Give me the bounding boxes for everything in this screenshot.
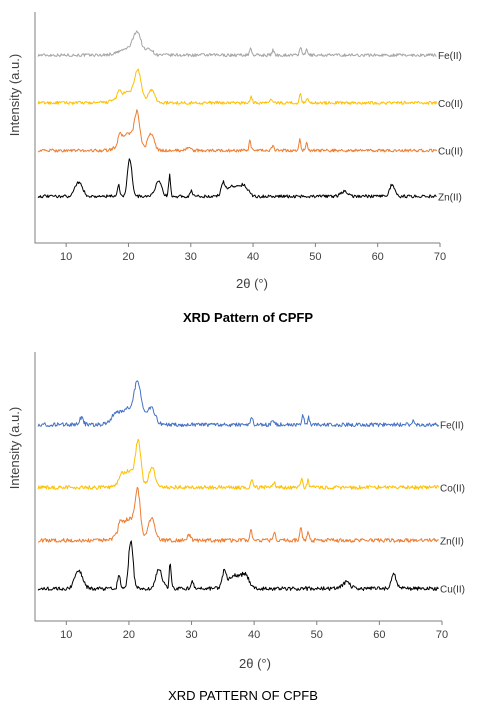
series-label-cuii: Cu(II) — [438, 147, 463, 158]
x-tick-label-40: 40 — [248, 629, 260, 641]
x-tick-label-20: 20 — [123, 629, 135, 641]
chart-cpfb: Intensity (a.u.) 10 20 30 40 50 60 70 Fe(II) Co… — [7, 352, 465, 703]
series-label-feii: Fe(II) — [440, 421, 464, 432]
x-tick-label-60: 60 — [373, 629, 385, 641]
x-tick-label-30: 30 — [185, 629, 197, 641]
x-tick-label-70: 70 — [434, 251, 446, 263]
x-axis-label-cpfb: 2θ (°) — [239, 656, 271, 671]
x-tick-label-10: 10 — [60, 251, 72, 263]
y-axis-label-cpfp: Intensity (a.u.) — [7, 54, 22, 136]
series-line-feii — [37, 30, 437, 58]
series-label-cuii: Cu(II) — [440, 585, 465, 596]
x-tick-label-30: 30 — [185, 251, 197, 263]
y-axis-label-cpfb: Intensity (a.u.) — [7, 407, 22, 489]
x-ticks-cpfb: 10 20 30 40 50 60 70 — [60, 621, 448, 641]
series-label-znii: Zn(II) — [438, 192, 462, 203]
x-tick-label-10: 10 — [60, 629, 72, 641]
axes-frame-cpfb — [34, 352, 442, 622]
series-group-cpfb: Fe(II) Co(II) Zn(II) Cu(II) — [37, 380, 465, 596]
series-label-znii: Zn(II) — [440, 536, 464, 547]
series-group-cpfp: Fe(II) Co(II) Cu(II) Zn(II) — [37, 30, 463, 203]
x-tick-label-40: 40 — [247, 251, 259, 263]
series-line-cuii — [37, 540, 439, 591]
axes-frame-cpfp — [34, 12, 440, 244]
chart-title-cpfp: XRD Pattern of CPFP — [183, 310, 313, 325]
series-line-znii — [37, 158, 437, 199]
x-tick-label-20: 20 — [122, 251, 134, 263]
series-label-feii: Fe(II) — [438, 51, 462, 62]
x-tick-label-50: 50 — [311, 629, 323, 641]
series-line-coii — [37, 438, 440, 490]
chart-cpfp: Intensity (a.u.) 10 20 30 40 50 60 70 Fe(II) Co… — [7, 12, 463, 325]
series-label-coii: Co(II) — [438, 99, 463, 110]
series-line-znii — [37, 486, 439, 543]
x-tick-label-50: 50 — [309, 251, 321, 263]
x-tick-label-60: 60 — [372, 251, 384, 263]
series-line-coii — [37, 68, 438, 105]
x-ticks-cpfp: 10 20 30 40 50 60 70 — [60, 243, 446, 263]
x-axis-label-cpfp: 2θ (°) — [236, 276, 268, 291]
series-label-coii: Co(II) — [440, 483, 465, 494]
series-line-cuii — [37, 109, 438, 153]
series-line-feii — [37, 380, 440, 428]
chart-title-cpfb: XRD PATTERN OF CPFB — [168, 688, 318, 703]
x-tick-label-70: 70 — [436, 629, 448, 641]
